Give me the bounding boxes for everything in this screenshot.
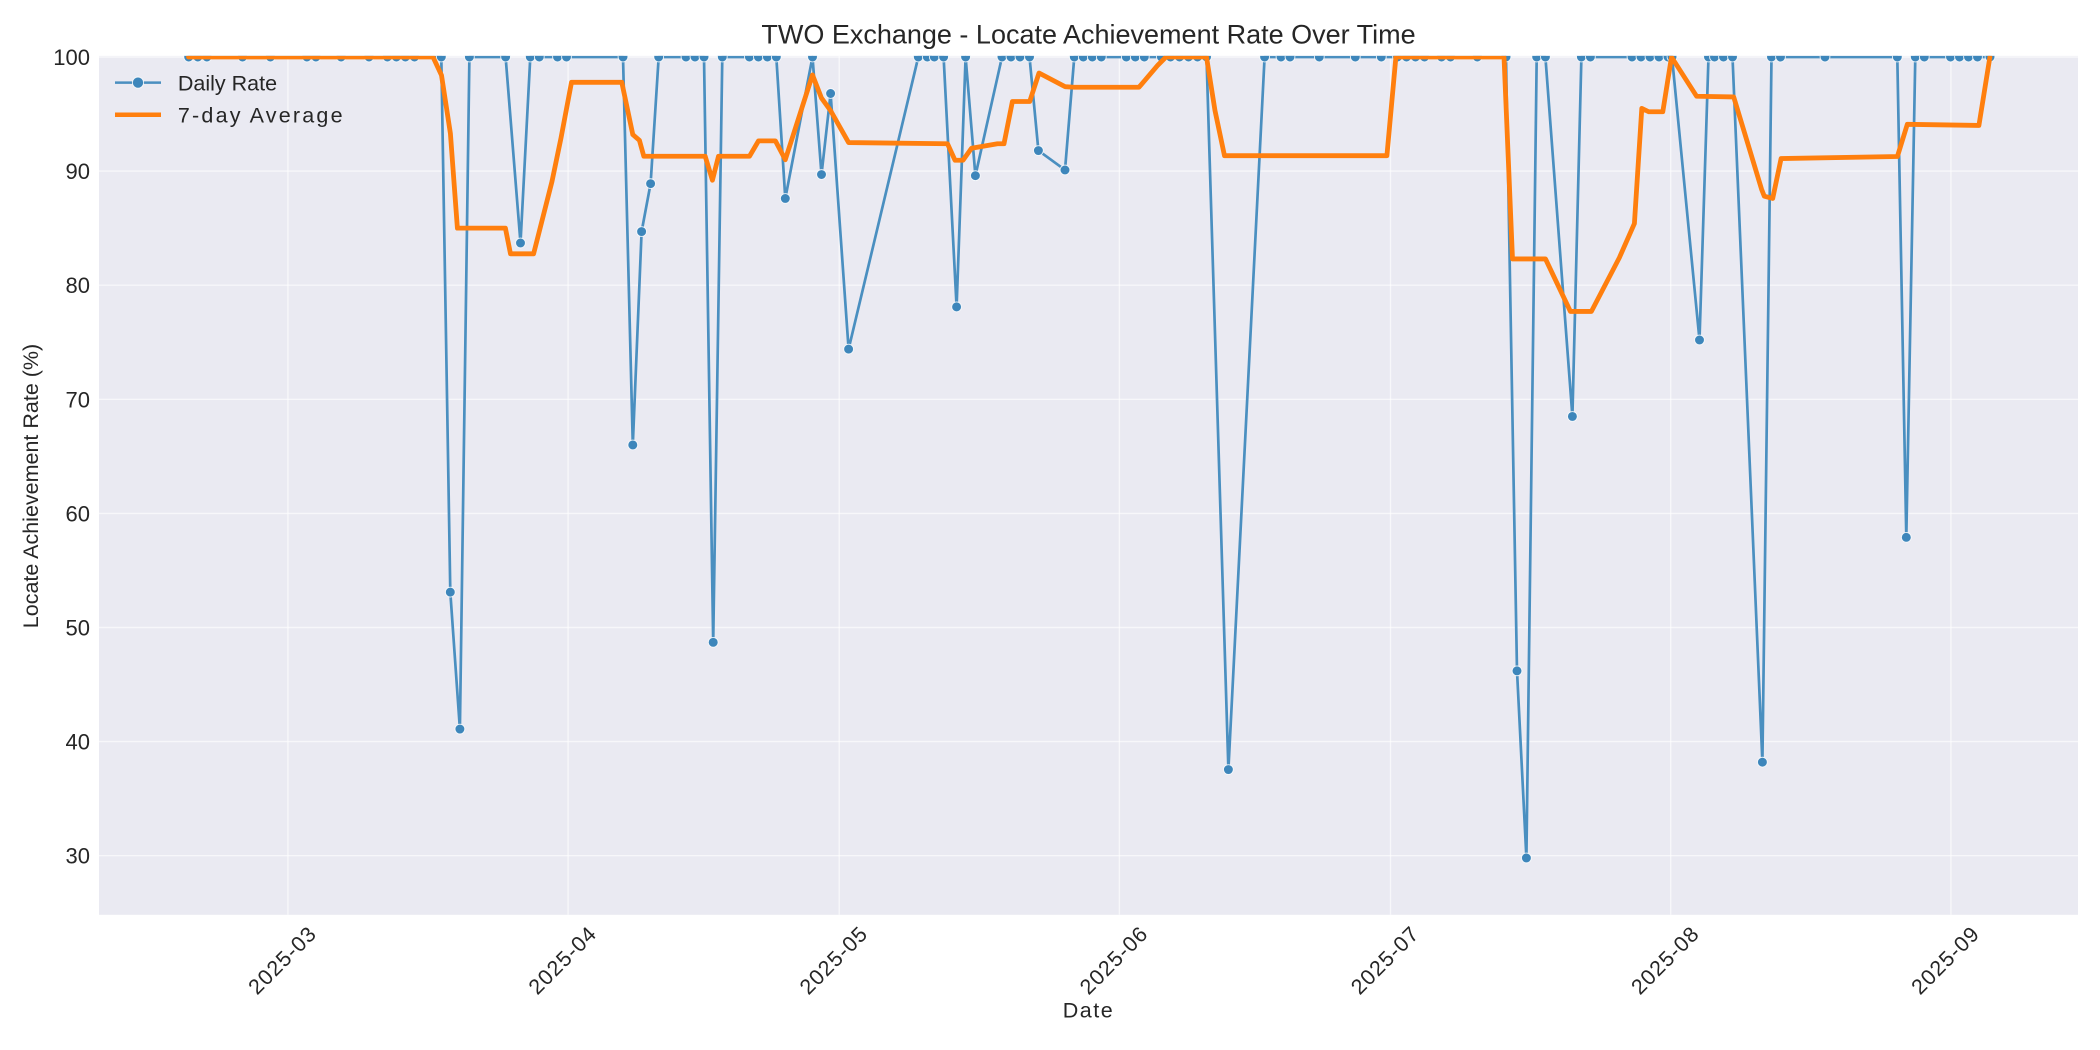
svg-text:100: 100: [53, 45, 90, 70]
svg-text:60: 60: [66, 501, 90, 526]
svg-text:70: 70: [66, 387, 90, 412]
svg-text:7-day Average: 7-day Average: [178, 104, 345, 128]
svg-text:90: 90: [66, 159, 90, 184]
svg-text:Daily Rate: Daily Rate: [178, 71, 277, 95]
svg-text:Locate Achievement Rate (%): Locate Achievement Rate (%): [19, 344, 43, 628]
svg-text:30: 30: [66, 844, 90, 869]
svg-text:Date: Date: [1063, 999, 1114, 1023]
svg-text:40: 40: [66, 730, 90, 755]
svg-text:80: 80: [66, 273, 90, 298]
svg-text:50: 50: [66, 616, 90, 641]
svg-text:TWO Exchange - Locate Achievem: TWO Exchange - Locate Achievement Rate O…: [761, 20, 1415, 50]
